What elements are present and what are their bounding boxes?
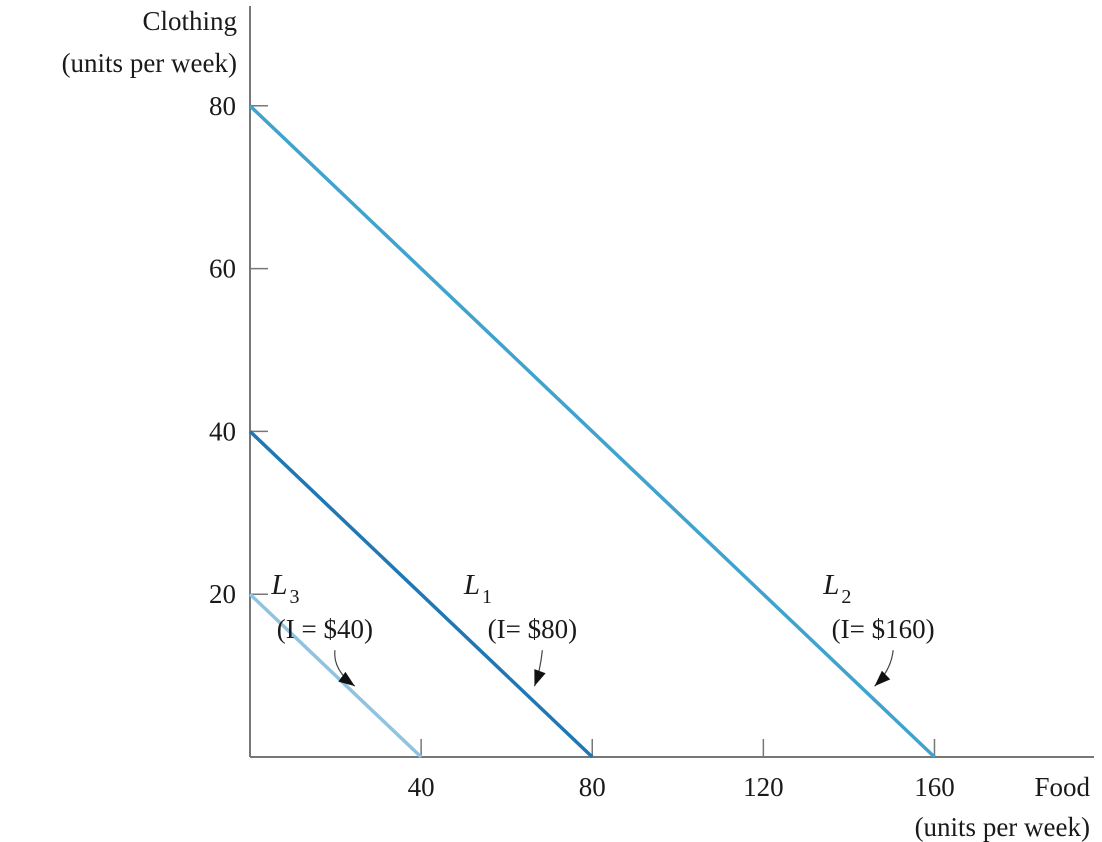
line-label-subscript: 1	[482, 586, 492, 608]
budget-line-L3	[248, 592, 423, 759]
income-arrowhead-L2	[874, 670, 891, 687]
y-axis-title-line1: Clothing	[142, 6, 237, 36]
income-arrowhead-L1	[534, 669, 546, 687]
y-axis-title-line2: (units per week)	[62, 48, 237, 78]
x-tick-label: 40	[408, 772, 435, 802]
line-label-letter: L	[270, 569, 287, 601]
series-layer	[248, 104, 936, 759]
line-label-letter: L	[463, 569, 480, 601]
budget-line-L1	[248, 430, 594, 759]
y-tick-label: 80	[209, 91, 236, 121]
x-tick-label: 120	[743, 772, 784, 802]
x-axis-title-line2: (units per week)	[915, 812, 1090, 842]
income-label-L1: (I= $80)	[488, 614, 577, 644]
y-tick-label: 20	[209, 579, 236, 609]
x-axis-title-line1: Food	[1034, 772, 1090, 802]
line-label-subscript: 3	[290, 586, 300, 608]
axes: 20 40 60 80 40 80 120 160	[209, 6, 1094, 802]
line-label-subscript: 2	[841, 586, 851, 608]
line-label-letter: L	[822, 569, 839, 601]
income-arrowhead-L3	[338, 671, 355, 687]
x-tick-label: 160	[914, 772, 955, 802]
income-label-L2: (I= $160)	[832, 614, 935, 644]
labels-layer: L 3(I = $40)L 1(I= $80)L 2(I= $160)	[270, 569, 935, 687]
income-label-L3: (I = $40)	[277, 614, 373, 644]
budget-line-L2	[248, 104, 936, 759]
y-tick-label: 40	[209, 416, 236, 446]
y-tick-label: 60	[209, 254, 236, 284]
x-tick-label: 80	[579, 772, 606, 802]
